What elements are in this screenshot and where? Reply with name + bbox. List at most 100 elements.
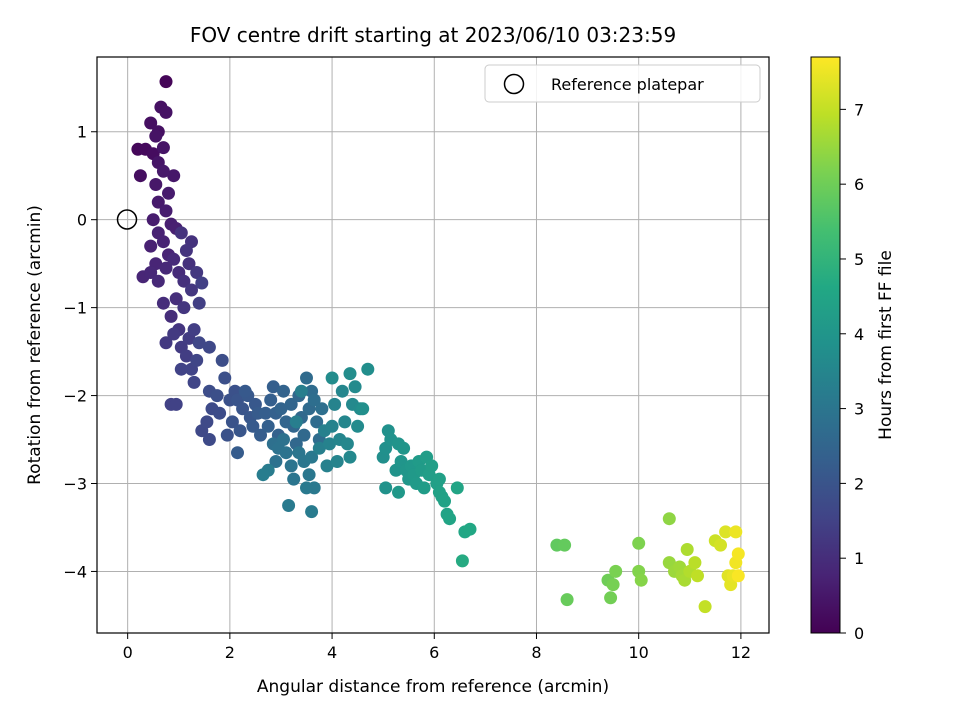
scatter-point xyxy=(233,424,247,438)
scatter-point xyxy=(558,538,572,552)
scatter-point xyxy=(164,309,178,323)
scatter-point xyxy=(343,450,357,464)
scatter-point xyxy=(284,397,298,411)
scatter-point xyxy=(731,569,745,583)
scatter-point xyxy=(300,371,313,385)
scatter-point xyxy=(274,402,288,416)
scatter-point xyxy=(719,525,733,539)
scatter-point xyxy=(310,415,324,429)
scatter-point xyxy=(305,450,319,464)
scatter-point xyxy=(302,468,316,482)
scatter-point xyxy=(192,336,206,350)
scatter-point xyxy=(225,415,239,429)
colorbar-ticks: 0 1 2 3 4 5 6 7 xyxy=(840,100,864,643)
scatter-point xyxy=(159,75,173,89)
plot-frame xyxy=(96,56,770,634)
y-tick-label: 1 xyxy=(77,123,87,142)
chart-title: FOV centre drift starting at 2023/06/10 … xyxy=(190,23,676,47)
scatter-point xyxy=(261,419,275,433)
scatter-point xyxy=(174,362,188,376)
scatter-point xyxy=(174,226,188,240)
colorbar xyxy=(810,56,841,634)
scatter-point xyxy=(169,292,183,306)
scatter-point xyxy=(149,178,163,191)
grid-lines xyxy=(97,57,769,633)
colorbar-tick-label: 1 xyxy=(854,549,864,568)
scatter-point xyxy=(634,573,648,587)
scatter-point xyxy=(162,186,175,200)
scatter-point xyxy=(287,472,301,486)
colorbar-tick-label: 5 xyxy=(854,250,864,269)
scatter-point xyxy=(159,261,173,275)
scatter-point xyxy=(609,564,623,578)
scatter-point xyxy=(330,455,344,468)
y-axis-label: Rotation from reference (arcmin) xyxy=(25,205,45,485)
scatter-point xyxy=(560,593,574,607)
legend-marker-icon xyxy=(503,73,525,95)
scatter-point xyxy=(432,472,446,486)
scatter-point xyxy=(254,428,267,442)
scatter-point xyxy=(190,266,204,279)
scatter-point xyxy=(215,353,229,367)
scatter-point xyxy=(300,481,313,495)
scatter-point xyxy=(325,419,339,433)
scatter-point xyxy=(289,415,303,429)
scatter-point xyxy=(159,204,173,218)
legend-box xyxy=(484,64,761,103)
colorbar-tick-label: 0 xyxy=(854,624,864,643)
scatter-point xyxy=(463,522,477,536)
scatter-point xyxy=(187,323,201,337)
x-tick-label: 10 xyxy=(629,643,649,662)
scatter-point xyxy=(156,141,170,155)
legend-label: Reference platepar xyxy=(551,75,704,94)
scatter-point xyxy=(343,367,357,381)
scatter-point xyxy=(604,591,618,605)
scatter-point xyxy=(455,554,469,568)
y-tick-label: −3 xyxy=(63,475,87,494)
x-axis-label: Angular distance from reference (arcmin) xyxy=(257,677,609,697)
scatter-point xyxy=(379,481,393,495)
scatter-point xyxy=(185,283,198,297)
scatter-point xyxy=(231,446,244,460)
scatter-point xyxy=(731,547,745,561)
scatter-point xyxy=(312,441,326,455)
scatter-point xyxy=(361,362,375,376)
x-tick-label: 6 xyxy=(429,643,439,662)
scatter-point xyxy=(320,459,334,473)
scatter-point xyxy=(151,195,165,209)
colorbar-tick-label: 4 xyxy=(854,325,864,344)
scatter-point xyxy=(159,105,173,119)
y-tick-label: −1 xyxy=(63,299,87,318)
scatter-point xyxy=(606,578,620,592)
scatter-point xyxy=(297,428,311,442)
x-tick-label: 4 xyxy=(327,643,337,662)
colorbar-tick-label: 6 xyxy=(854,175,864,194)
colorbar-label: Hours from first FF file xyxy=(876,250,896,440)
colorbar-tick-label: 7 xyxy=(854,100,864,119)
scatter-point xyxy=(133,169,147,183)
scatter-point xyxy=(680,543,694,556)
scatter-point xyxy=(397,441,411,455)
scatter-point xyxy=(729,525,743,539)
scatter-point xyxy=(200,415,214,429)
scatter-point xyxy=(277,433,290,446)
scatter-point xyxy=(167,327,181,341)
scatter-point xyxy=(182,257,196,271)
scatter-point xyxy=(202,340,216,354)
y-tick-label: −4 xyxy=(63,562,87,581)
scatter-point xyxy=(335,384,349,398)
legend: Reference platepar xyxy=(484,64,761,103)
scatter-point xyxy=(714,538,727,552)
scatter-point xyxy=(167,169,181,183)
scatter-point xyxy=(328,397,342,411)
scatter-point xyxy=(146,213,160,227)
reference-platepar-marker xyxy=(116,209,138,230)
x-tick-label: 2 xyxy=(225,643,235,662)
scatter-point xyxy=(238,384,252,398)
x-tick-label: 0 xyxy=(123,643,133,662)
x-tick-label: 12 xyxy=(731,643,751,662)
scatter-point xyxy=(282,499,296,512)
colorbar-tick-label: 2 xyxy=(854,474,864,493)
scatter-point xyxy=(159,336,173,350)
